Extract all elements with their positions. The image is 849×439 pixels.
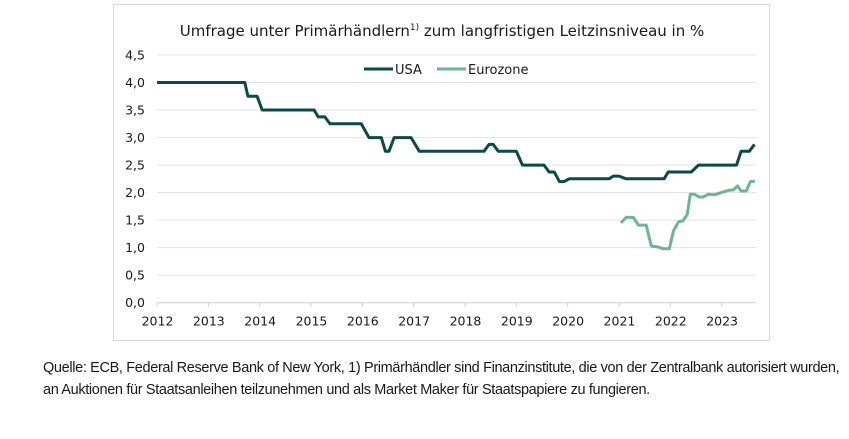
y-tick-label: 3,0 bbox=[125, 130, 145, 145]
x-tick-label: 2022 bbox=[655, 314, 687, 329]
series-line-eurozone bbox=[619, 179, 756, 251]
x-tick-label: 2018 bbox=[450, 314, 482, 329]
chart-title-suffix: zum langfristigen Leitzinsniveau in % bbox=[419, 22, 704, 40]
chart-title-superscript: 1) bbox=[410, 23, 419, 33]
x-tick-label: 2021 bbox=[604, 314, 636, 329]
chart-title-main: Umfrage unter Primärhändlern bbox=[180, 22, 410, 40]
chart-frame: Umfrage unter Primärhändlern1) zum langf… bbox=[113, 4, 770, 341]
y-tick-label: 1,5 bbox=[125, 213, 145, 228]
x-tick-label: 2015 bbox=[296, 314, 328, 329]
y-tick-label: 2,5 bbox=[125, 158, 145, 173]
x-tick-label: 2017 bbox=[398, 314, 430, 329]
y-tick-label: 2,0 bbox=[125, 185, 145, 200]
series-lines bbox=[157, 81, 756, 251]
x-tick-label: 2014 bbox=[244, 314, 276, 329]
y-tick-label: 0,5 bbox=[125, 268, 145, 283]
y-tick-label: 4,5 bbox=[125, 48, 145, 63]
legend: USA Eurozone bbox=[364, 63, 528, 78]
source-note: Quelle: ECB, Federal Reserve Bank of New… bbox=[43, 360, 840, 398]
x-tick-label: 2016 bbox=[347, 314, 379, 329]
y-axis-labels: 0,0 0,5 1,0 1,5 2,0 2,5 3,0 3,5 4,0 4,5 bbox=[125, 48, 145, 311]
x-axis bbox=[156, 302, 756, 307]
line-chart: Umfrage unter Primärhändlern1) zum langf… bbox=[125, 22, 756, 329]
chart-title: Umfrage unter Primärhändlern1) zum langf… bbox=[180, 22, 705, 40]
x-tick-label: 2023 bbox=[706, 314, 738, 329]
x-tick-label: 2012 bbox=[142, 314, 174, 329]
legend-label-eurozone: Eurozone bbox=[468, 63, 528, 78]
x-tick-label: 2020 bbox=[552, 314, 584, 329]
x-axis-labels: 2012 2013 2014 2015 2016 2017 2018 2019 2020 2021… bbox=[142, 314, 738, 329]
y-tick-label: 4,0 bbox=[125, 75, 145, 90]
x-tick-label: 2013 bbox=[193, 314, 225, 329]
legend-label-usa: USA bbox=[395, 63, 422, 78]
y-tick-label: 3,5 bbox=[125, 103, 145, 118]
y-tick-label: 0,0 bbox=[125, 295, 145, 310]
gridlines bbox=[157, 54, 756, 276]
series-line-usa bbox=[157, 81, 756, 184]
y-tick-label: 1,0 bbox=[125, 240, 145, 255]
x-tick-label: 2019 bbox=[501, 314, 533, 329]
